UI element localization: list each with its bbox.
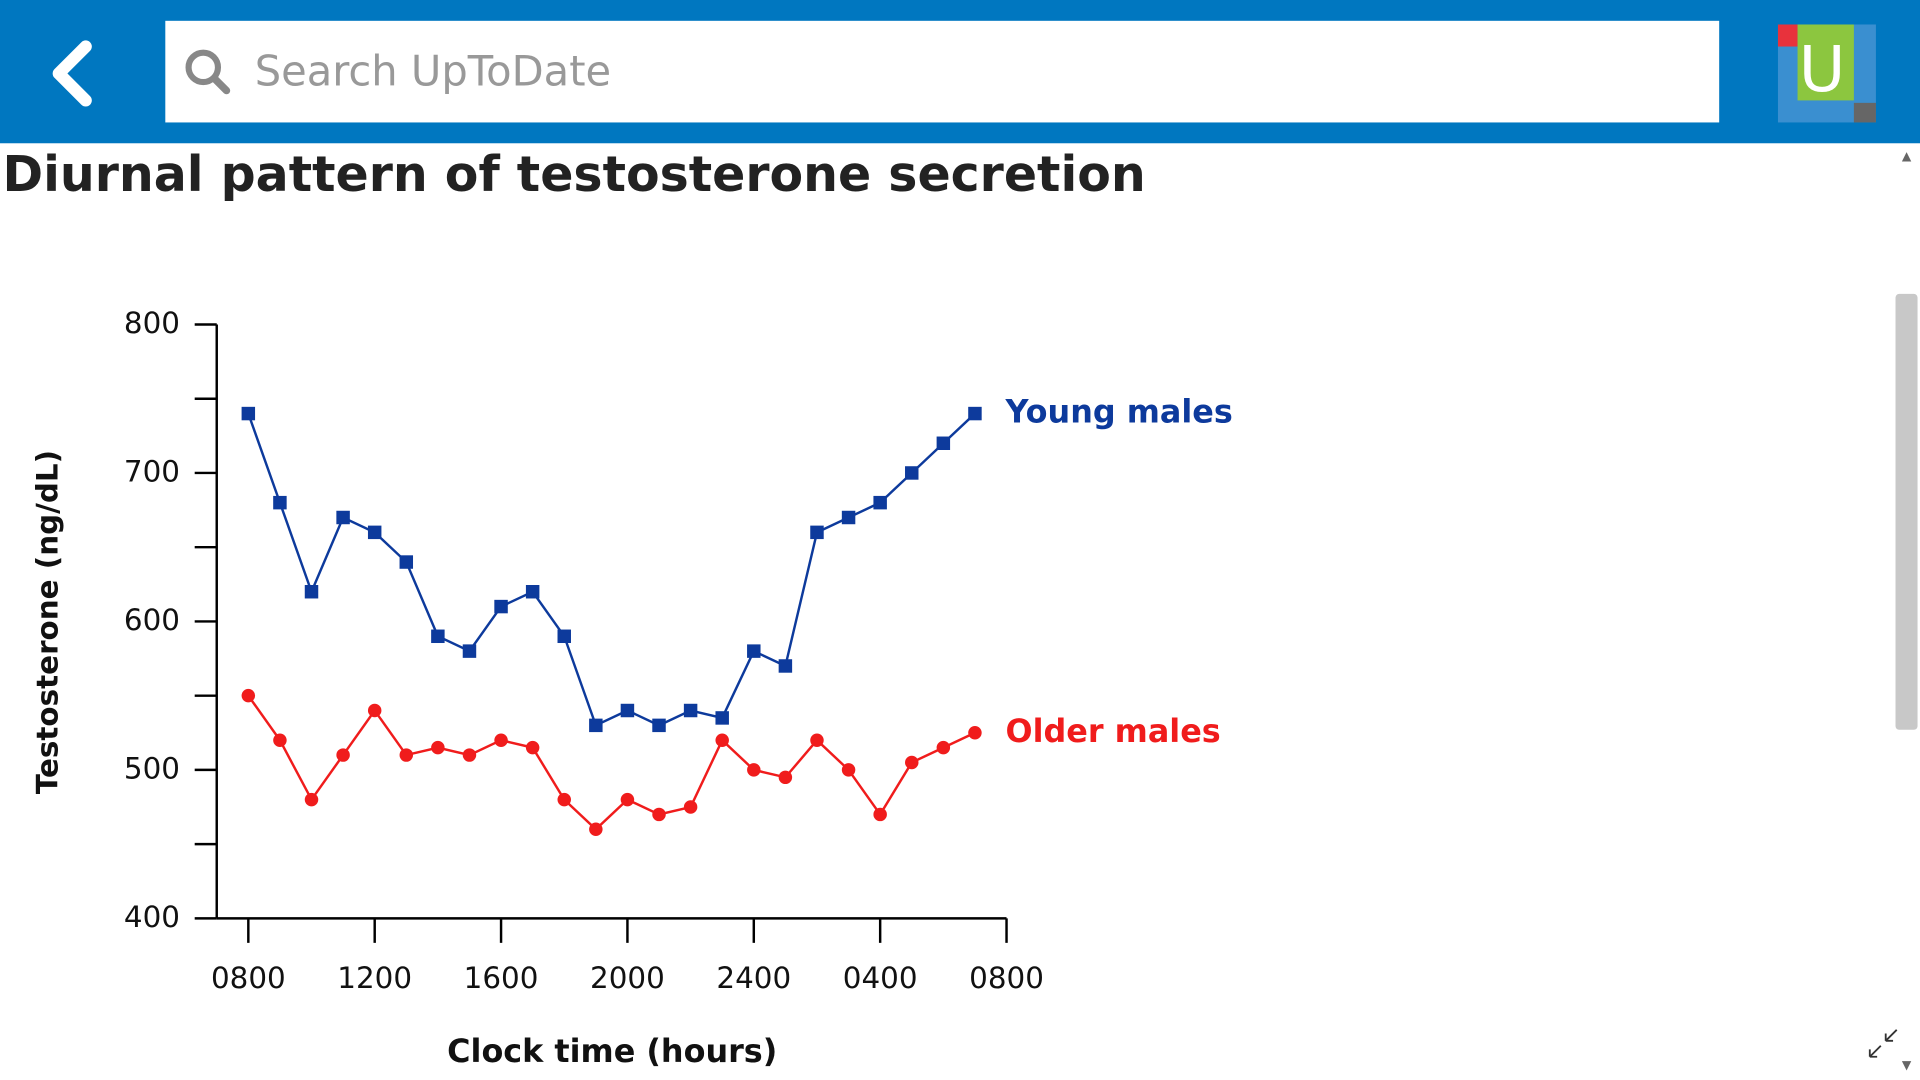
scroll-down[interactable]: ▼ <box>1902 1058 1912 1072</box>
data-point <box>873 807 887 822</box>
chart-title: Diurnal pattern of testosterone secretio… <box>2 146 1145 203</box>
data-point <box>304 585 319 599</box>
y-axis-label: Testosterone (ng/dL) <box>30 450 64 794</box>
series-line <box>247 412 976 728</box>
data-point <box>810 525 824 540</box>
data-point <box>367 703 382 718</box>
data-point <box>810 733 824 747</box>
data-point <box>557 792 571 807</box>
data-point <box>462 748 477 762</box>
x-tick-label: 2000 <box>590 961 665 995</box>
series-line <box>247 694 976 831</box>
y-tick-label: 500 <box>124 751 180 785</box>
data-point <box>936 740 951 755</box>
x-tick-label: 1200 <box>337 961 412 995</box>
data-point <box>841 510 856 525</box>
x-tick-label: 0800 <box>211 961 286 995</box>
data-point <box>905 466 919 480</box>
data-point <box>715 711 729 725</box>
data-point <box>778 770 793 785</box>
data-point <box>494 733 508 747</box>
data-point <box>336 510 350 525</box>
data-point <box>968 406 982 421</box>
data-point <box>589 718 603 733</box>
data-point <box>683 703 698 718</box>
data-point <box>620 703 635 718</box>
data-point <box>525 740 540 755</box>
svg-text:U: U <box>1799 33 1846 107</box>
data-point <box>589 822 603 837</box>
data-point <box>936 436 951 450</box>
data-point <box>873 495 887 510</box>
x-tick-label: 1600 <box>464 961 539 995</box>
data-point <box>652 807 666 822</box>
data-point <box>683 800 698 814</box>
y-tick-label: 700 <box>124 454 180 488</box>
x-tick-label: 2400 <box>716 961 791 995</box>
search-placeholder: Search UpToDate <box>255 47 611 96</box>
search-icon <box>185 49 231 95</box>
data-point <box>652 718 666 733</box>
data-point <box>336 748 350 762</box>
data-point <box>431 629 445 644</box>
data-point <box>367 525 382 540</box>
y-tick-label: 400 <box>124 900 180 934</box>
data-point <box>905 755 919 770</box>
data-point <box>715 733 729 747</box>
data-point <box>620 792 635 807</box>
data-point <box>747 763 761 777</box>
y-tick-label: 600 <box>124 603 180 637</box>
data-point <box>399 555 414 569</box>
data-point <box>431 740 445 755</box>
data-point <box>778 659 793 673</box>
x-tick-label: 0400 <box>843 961 918 995</box>
y-tick-label: 800 <box>124 306 180 340</box>
series-label: Young males <box>1005 393 1233 431</box>
data-point <box>304 792 319 807</box>
data-point <box>399 748 414 762</box>
data-point <box>525 585 540 599</box>
data-point <box>557 629 571 644</box>
scrollbar-thumb[interactable] <box>1895 293 1918 730</box>
data-point <box>462 644 477 658</box>
collapse-icon[interactable] <box>1868 1029 1898 1058</box>
x-tick-label: 0800 <box>969 961 1044 995</box>
back-button[interactable] <box>52 40 92 107</box>
data-point <box>241 406 256 421</box>
data-point <box>273 495 287 510</box>
data-point <box>968 726 982 740</box>
data-point <box>241 688 256 703</box>
data-point <box>273 733 287 747</box>
scroll-up[interactable]: ▲ <box>1902 149 1912 163</box>
x-axis-label: Clock time (hours) <box>447 1032 777 1070</box>
app-logo[interactable]: U <box>1777 24 1876 123</box>
data-point <box>747 644 761 658</box>
data-point <box>494 599 508 614</box>
data-point <box>841 763 856 777</box>
series-label: Older males <box>1006 712 1221 750</box>
search-box[interactable] <box>165 20 1720 123</box>
